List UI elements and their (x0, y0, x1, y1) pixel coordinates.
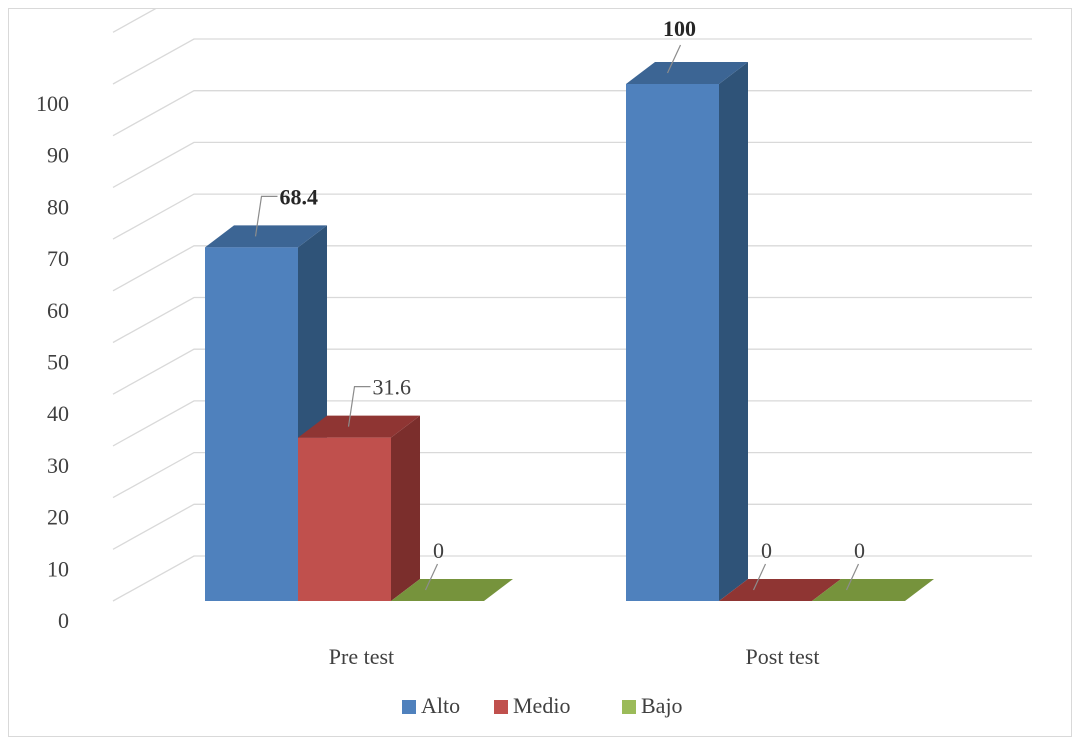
data-label-alto-pre-test: 68.4 (254, 184, 319, 237)
svg-text:31.6: 31.6 (373, 375, 412, 400)
gridlines (112, 9, 1032, 602)
y-tick-label-80: 80 (47, 194, 69, 219)
gridline-70 (112, 193, 1032, 240)
legend-item-alto: Alto (402, 693, 460, 718)
legend-swatch-bajo (622, 700, 636, 714)
y-tick-label-100: 100 (36, 91, 69, 116)
y-tick-label-60: 60 (47, 298, 69, 323)
gridline-60 (112, 245, 1032, 292)
y-tick-label-0: 0 (58, 608, 69, 633)
bar-chart-3d: 0 10 20 30 40 50 60 70 80 90 100 68.4 31.6 0 100 0 0 Pr… (36, 9, 1032, 718)
y-tick-label-40: 40 (47, 401, 69, 426)
bar-bajo-post-test (812, 579, 934, 601)
y-tick-label-50: 50 (47, 350, 69, 375)
gridline-50 (112, 296, 1032, 344)
chart-frame: 0 10 20 30 40 50 60 70 80 90 100 68.4 31.6 0 100 0 0 Pr… (8, 8, 1072, 737)
legend-label-bajo: Bajo (641, 693, 683, 718)
category-label-post-test: Post test (746, 644, 820, 669)
legend-label-medio: Medio (513, 693, 570, 718)
bar-medio-pre-test (298, 415, 420, 601)
bar-bajo-pre-test (391, 579, 513, 601)
y-axis-ticks: 0 10 20 30 40 50 60 70 80 90 100 (36, 91, 69, 633)
gridline-90 (112, 90, 1032, 137)
data-label-medio-pre-test: 31.6 (347, 375, 412, 427)
svg-text:0: 0 (433, 538, 444, 563)
legend-item-bajo: Bajo (622, 693, 683, 718)
legend-item-medio: Medio (494, 693, 570, 718)
legend-swatch-medio (494, 700, 508, 714)
legend-swatch-alto (402, 700, 416, 714)
gridline-40 (112, 348, 1032, 395)
gridline-20 (112, 451, 1032, 499)
legend-label-alto: Alto (421, 693, 460, 718)
gridline-80 (112, 141, 1032, 188)
bars (205, 62, 934, 601)
svg-text:0: 0 (854, 538, 865, 563)
y-tick-label-70: 70 (47, 246, 69, 271)
svg-text:100: 100 (663, 16, 696, 41)
category-labels: Pre test Post test (329, 644, 820, 669)
gridline-0 (112, 555, 1032, 602)
svg-text:0: 0 (761, 538, 772, 563)
y-tick-label-10: 10 (47, 556, 69, 581)
data-label-medio-post-test: 0 (752, 538, 772, 591)
gridline-100 (112, 38, 1032, 85)
legend: Alto Medio Bajo (402, 693, 683, 718)
category-label-pre-test: Pre test (329, 644, 394, 669)
gridline-110 (112, 9, 157, 33)
y-tick-label-30: 30 (47, 453, 69, 478)
data-label-alto-post-test: 100 (663, 16, 696, 74)
gridline-10 (112, 503, 1032, 550)
svg-text:68.4: 68.4 (280, 184, 319, 209)
bar-medio-post-test (719, 579, 841, 601)
bar-alto-post-test (626, 62, 748, 601)
y-tick-label-90: 90 (47, 143, 69, 168)
data-label-bajo-pre-test: 0 (424, 538, 444, 591)
gridline-30 (112, 400, 1032, 447)
y-tick-label-20: 20 (47, 505, 69, 530)
data-labels: 68.4 31.6 0 100 0 0 (254, 16, 865, 591)
data-label-bajo-post-test: 0 (845, 538, 865, 591)
